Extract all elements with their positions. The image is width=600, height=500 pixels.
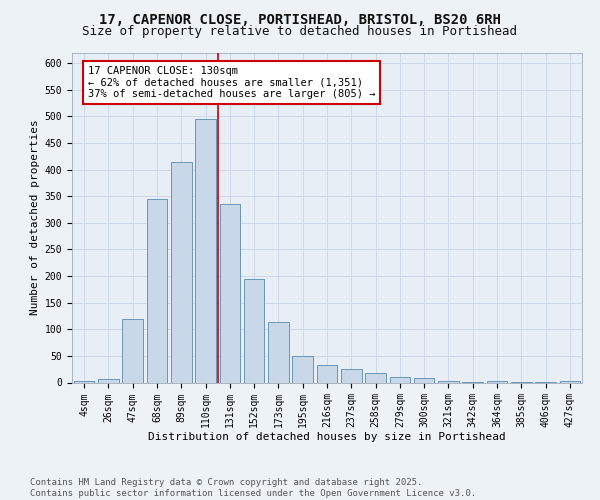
Bar bbox=[268, 322, 289, 382]
Y-axis label: Number of detached properties: Number of detached properties bbox=[31, 120, 40, 316]
X-axis label: Distribution of detached houses by size in Portishead: Distribution of detached houses by size … bbox=[148, 432, 506, 442]
Bar bbox=[317, 365, 337, 382]
Text: 17 CAPENOR CLOSE: 130sqm
← 62% of detached houses are smaller (1,351)
37% of sem: 17 CAPENOR CLOSE: 130sqm ← 62% of detach… bbox=[88, 66, 375, 99]
Bar bbox=[365, 374, 386, 382]
Text: Contains HM Land Registry data © Crown copyright and database right 2025.
Contai: Contains HM Land Registry data © Crown c… bbox=[30, 478, 476, 498]
Bar bbox=[171, 162, 191, 382]
Bar bbox=[414, 378, 434, 382]
Bar bbox=[438, 381, 459, 382]
Text: 17, CAPENOR CLOSE, PORTISHEAD, BRISTOL, BS20 6RH: 17, CAPENOR CLOSE, PORTISHEAD, BRISTOL, … bbox=[99, 12, 501, 26]
Bar bbox=[98, 379, 119, 382]
Bar bbox=[220, 204, 240, 382]
Bar bbox=[195, 119, 216, 382]
Bar bbox=[292, 356, 313, 382]
Bar bbox=[122, 318, 143, 382]
Bar bbox=[244, 278, 265, 382]
Text: Size of property relative to detached houses in Portishead: Size of property relative to detached ho… bbox=[83, 25, 517, 38]
Bar bbox=[146, 199, 167, 382]
Bar bbox=[389, 377, 410, 382]
Bar bbox=[74, 381, 94, 382]
Bar bbox=[341, 369, 362, 382]
